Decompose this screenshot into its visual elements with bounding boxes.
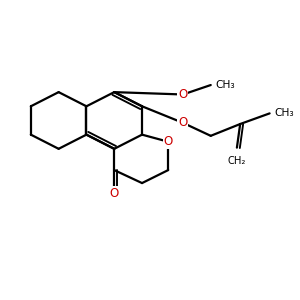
Text: O: O bbox=[178, 88, 188, 101]
Text: CH₃: CH₃ bbox=[274, 108, 294, 118]
Text: CH₃: CH₃ bbox=[216, 80, 235, 90]
Text: O: O bbox=[110, 187, 119, 200]
Text: O: O bbox=[164, 135, 173, 148]
Text: O: O bbox=[178, 116, 188, 129]
Text: CH₂: CH₂ bbox=[228, 156, 246, 166]
